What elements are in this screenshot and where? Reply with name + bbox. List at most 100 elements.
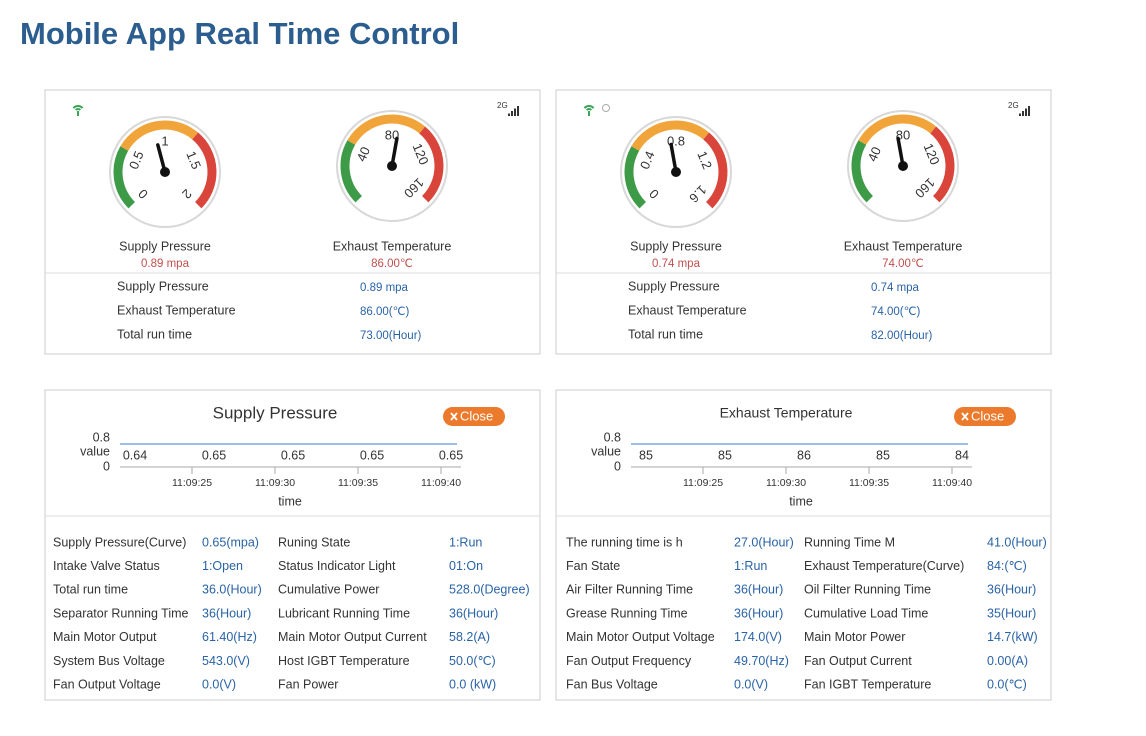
data-label: 0.64 — [123, 448, 147, 462]
row-label: Exhaust Temperature(Curve) — [804, 559, 964, 573]
row-value: 86.00(℃) — [360, 306, 410, 318]
data-label: 85 — [639, 448, 653, 462]
row-value: 0.74 mpa — [871, 282, 920, 294]
row-value: 50.0(℃) — [449, 654, 496, 668]
row-value: 82.00(Hour) — [871, 330, 933, 342]
gauge-value: 0.74 mpa — [652, 258, 701, 270]
x-tick-label: 11:09:25 — [172, 477, 212, 489]
wifi-icon — [74, 108, 82, 111]
signal-bar — [517, 106, 519, 116]
row-label: Fan IGBT Temperature — [804, 677, 931, 691]
row-value: 36(Hour) — [449, 606, 498, 620]
close-button[interactable] — [443, 407, 505, 426]
row-value: 0.00(A) — [987, 654, 1028, 668]
gauge-arc-green — [624, 146, 647, 209]
row-label: Oil Filter Running Time — [804, 583, 931, 597]
gauge-label: Exhaust Temperature — [844, 239, 963, 253]
row-label: Fan Bus Voltage — [566, 677, 658, 691]
row-label: Fan State — [566, 559, 620, 573]
network-label: 2G — [497, 101, 508, 110]
gauge-arc-red — [192, 132, 217, 209]
bulb-icon — [602, 104, 610, 112]
row-value: 61.40(Hz) — [202, 630, 257, 644]
gauge-arc-green — [340, 140, 363, 203]
x-axis-label: time — [278, 494, 302, 508]
row-label: Running Time M — [804, 535, 895, 549]
x-tick-label: 11:09:25 — [683, 477, 723, 489]
gauge-value: 0.89 mpa — [141, 258, 190, 270]
chart-title: Supply Pressure — [213, 403, 338, 422]
gauge-arc-red — [703, 132, 728, 209]
row-value: 543.0(V) — [202, 654, 250, 668]
gauge-hub — [898, 161, 908, 171]
row-value: 174.0(V) — [734, 630, 782, 644]
y-axis-label: value — [80, 444, 110, 458]
row-label: Main Motor Output Voltage — [566, 630, 715, 644]
close-label: Close — [971, 408, 1004, 423]
row-label: Main Motor Output — [53, 630, 157, 644]
gauge-tick-label: 0.5 — [126, 149, 147, 171]
row-label: Supply Pressure — [117, 279, 209, 293]
data-label: 0.65 — [439, 448, 463, 462]
gauge-tick-label: 0.4 — [637, 149, 658, 171]
signal-bar — [508, 113, 510, 116]
row-label: Supply Pressure — [628, 279, 720, 293]
gauge-arc-red — [930, 126, 955, 203]
gauge-arc-orange — [858, 114, 937, 145]
close-icon — [961, 412, 969, 421]
data-label: 0.65 — [281, 448, 305, 462]
gauge-arc-orange — [120, 120, 199, 151]
row-value: 36(Hour) — [987, 583, 1036, 597]
wifi-icon — [588, 111, 590, 116]
data-label: 85 — [876, 448, 890, 462]
row-label: The running time is h — [566, 535, 683, 549]
row-label: Fan Power — [278, 677, 338, 691]
row-value: 73.00(Hour) — [360, 330, 422, 342]
row-label: System Bus Voltage — [53, 654, 165, 668]
x-tick-label: 11:09:40 — [932, 477, 972, 489]
row-value: 0.89 mpa — [360, 282, 409, 294]
close-button[interactable] — [954, 407, 1016, 426]
signal-bar — [1028, 106, 1030, 116]
row-label: Exhaust Temperature — [628, 303, 747, 317]
row-label: Status Indicator Light — [278, 559, 396, 573]
x-tick-label: 11:09:30 — [255, 477, 295, 489]
row-label: Separator Running Time — [53, 606, 189, 620]
signal-bar — [511, 111, 513, 116]
x-tick-label: 11:09:35 — [849, 477, 889, 489]
data-label: 0.65 — [202, 448, 226, 462]
row-label: Total run time — [53, 583, 128, 597]
row-value: 01:On — [449, 559, 483, 573]
row-value: 35(Hour) — [987, 606, 1036, 620]
row-value: 36(Hour) — [202, 606, 251, 620]
row-label: Main Motor Output Current — [278, 630, 427, 644]
row-value: 58.2(A) — [449, 630, 490, 644]
data-label: 86 — [797, 448, 811, 462]
signal-bar — [1022, 111, 1024, 116]
data-label: 85 — [718, 448, 732, 462]
gauge-hub — [671, 167, 681, 177]
row-label: Intake Valve Status — [53, 559, 160, 573]
gauge-label: Supply Pressure — [630, 239, 722, 253]
row-value: 0.0(V) — [202, 677, 236, 691]
y-tick-label: 0.8 — [604, 430, 621, 444]
row-value: 41.0(Hour) — [987, 535, 1047, 549]
gauge-hub — [387, 161, 397, 171]
gauge-arc-green — [113, 146, 136, 209]
page-title: Mobile App Real Time Control — [20, 16, 459, 51]
gauge-tick-label: 1 — [161, 133, 168, 148]
row-value: 74.00(℃) — [871, 306, 921, 318]
wifi-icon — [77, 111, 79, 116]
row-label: Lubricant Running Time — [278, 606, 410, 620]
row-value: 49.70(Hz) — [734, 654, 789, 668]
wifi-icon — [585, 108, 593, 111]
row-label: Fan Output Frequency — [566, 654, 692, 668]
row-label: Total run time — [117, 327, 192, 341]
row-value: 0.0(℃) — [987, 677, 1027, 691]
gauge-arc-orange — [347, 114, 426, 145]
row-value: 1:Run — [449, 535, 482, 549]
row-label: Main Motor Power — [804, 630, 905, 644]
wifi-icon — [583, 105, 595, 109]
row-value: 1:Run — [734, 559, 767, 573]
